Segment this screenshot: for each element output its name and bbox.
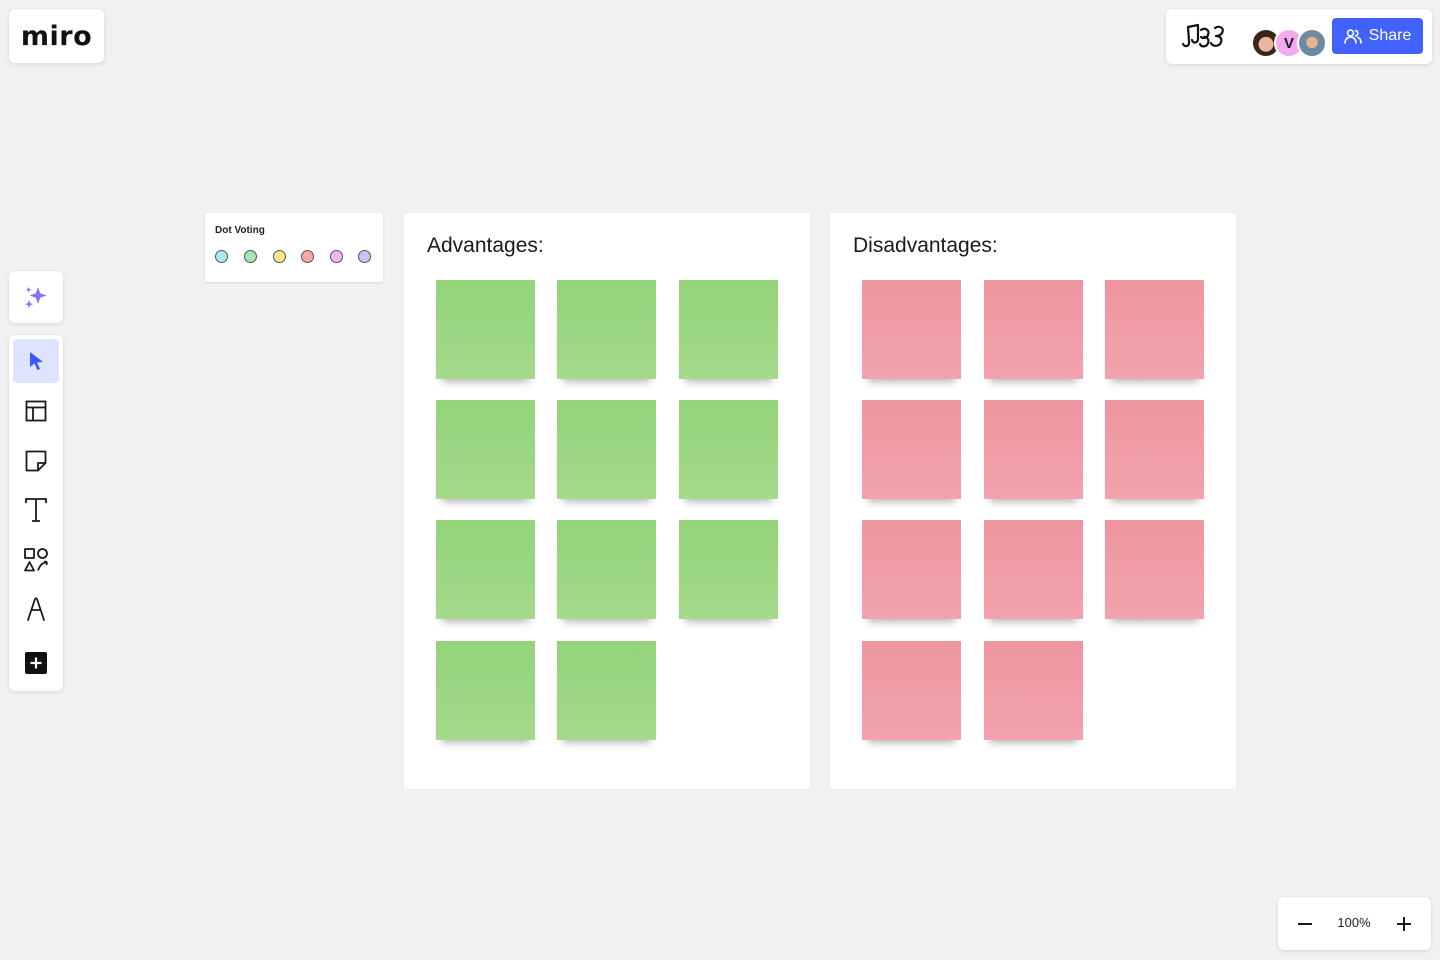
vote-dot-cyan[interactable] [215,250,228,263]
sticky-note[interactable] [862,280,961,379]
sticky-note[interactable] [984,280,1083,379]
disadvantages-frame[interactable]: Disadvantages: [830,213,1236,789]
sticky-note[interactable] [862,520,961,619]
zoom-out-button[interactable] [1291,910,1319,938]
collaboration-bar: V Share [1166,9,1432,64]
sticky-note[interactable] [1105,280,1204,379]
share-label: Share [1368,27,1412,44]
sticky-note[interactable] [679,400,778,499]
sticky-note[interactable] [862,400,961,499]
more-tools-button[interactable] [13,641,59,685]
vote-dot-purple[interactable] [358,250,371,263]
layout-icon [25,400,47,422]
plus-square-icon [25,652,47,674]
sticky-note[interactable] [436,280,535,379]
logo-text: miro [20,20,93,52]
dot-voting-widget[interactable]: Dot Voting [205,213,383,282]
sticky-note[interactable] [436,400,535,499]
shapes-icon [24,548,48,572]
people-icon [1343,29,1362,44]
dot-voting-title: Dot Voting [215,225,265,236]
sticky-note-tool[interactable] [13,439,59,483]
sticky-note[interactable] [679,520,778,619]
sparkle-icon [24,287,47,309]
user-avatar-3[interactable] [1297,28,1327,58]
pen-icon [27,597,45,621]
zoom-level[interactable]: 100% [1337,915,1371,930]
sticky-note[interactable] [557,400,656,499]
miro-logo[interactable]: miro [9,9,104,63]
vote-dot-yellow[interactable] [273,250,286,263]
sticky-note-icon [25,450,47,472]
advantages-title: Advantages: [427,234,544,257]
plus-icon [1397,917,1411,931]
pen-tool[interactable] [13,587,59,631]
sticky-note[interactable] [557,520,656,619]
shapes-tool[interactable] [13,538,59,582]
board-logo-icon[interactable] [1180,22,1232,55]
sticky-note[interactable] [984,400,1083,499]
sticky-note[interactable] [679,280,778,379]
creation-toolbar [9,335,63,691]
zoom-controls: 100% [1278,897,1431,950]
sticky-note[interactable] [984,520,1083,619]
share-button[interactable]: Share [1332,18,1423,54]
sticky-note[interactable] [1105,400,1204,499]
ai-assist-button[interactable] [9,271,63,323]
vote-dot-pink[interactable] [330,250,343,263]
sticky-note[interactable] [1105,520,1204,619]
minus-icon [1298,923,1312,925]
sticky-note[interactable] [984,641,1083,740]
sticky-note[interactable] [557,280,656,379]
vote-dot-green[interactable] [244,250,257,263]
sticky-note[interactable] [557,641,656,740]
templates-tool[interactable] [13,389,59,433]
zoom-in-button[interactable] [1390,910,1418,938]
sticky-note[interactable] [436,520,535,619]
sticky-note[interactable] [436,641,535,740]
cursor-icon [30,352,43,370]
text-tool[interactable] [13,488,59,532]
disadvantages-title: Disadvantages: [853,234,998,257]
advantages-frame[interactable]: Advantages: [404,213,810,789]
vote-dot-red[interactable] [301,250,314,263]
sticky-note[interactable] [862,641,961,740]
select-tool[interactable] [13,339,59,383]
text-icon [25,498,47,522]
